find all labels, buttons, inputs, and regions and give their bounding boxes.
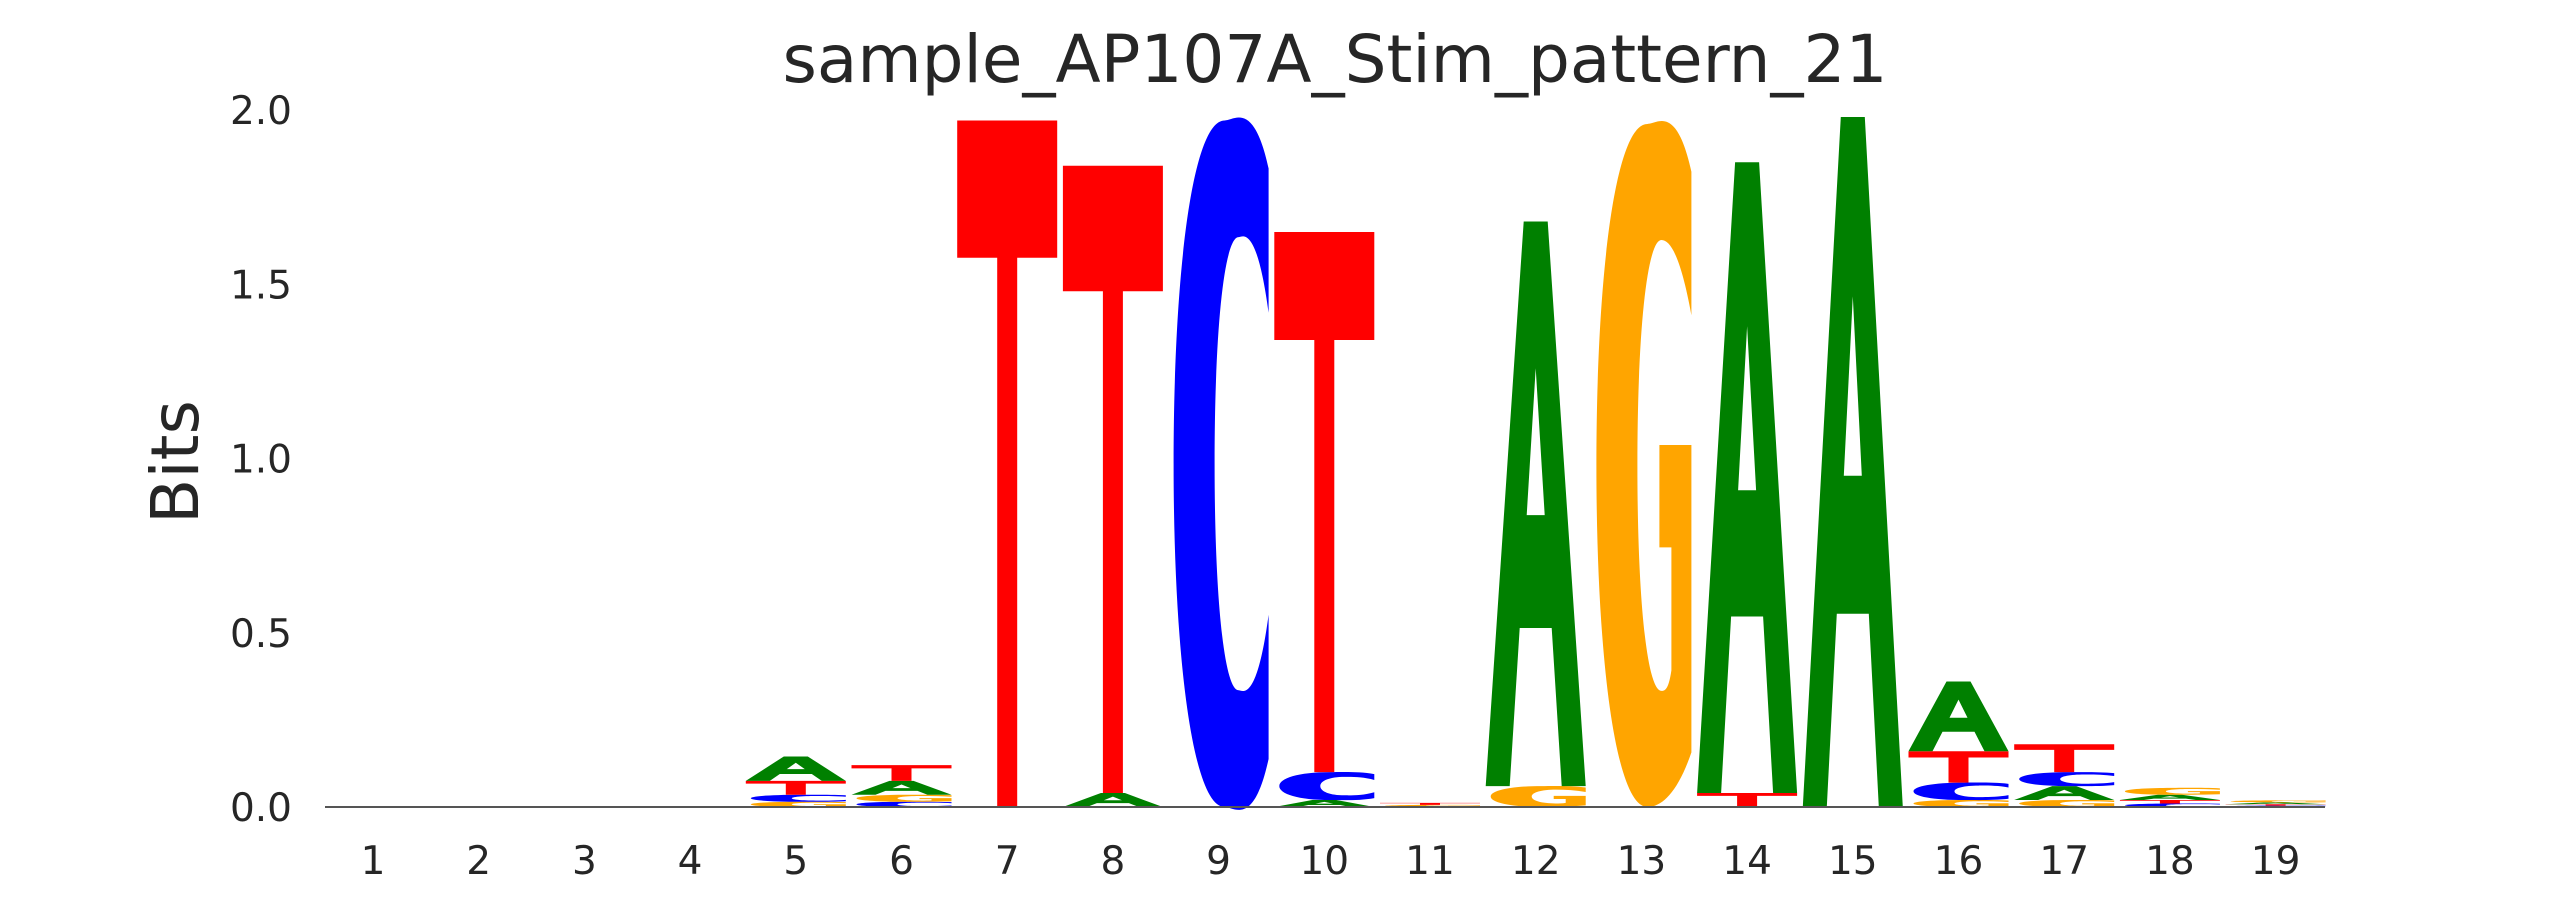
logo-letter-t: [1380, 802, 1480, 805]
logo-letter-a: [1485, 221, 1586, 787]
x-tick-label: 13: [1617, 839, 1667, 884]
logo-letter-a: [745, 756, 846, 781]
logo-letter-t: [1908, 751, 2009, 783]
x-axis-ticks: 1 2 3 4 5 6 7 8 9 10 11 12 13 14 15 16 17 18 19: [361, 839, 2301, 884]
logo-letter-a: [1274, 800, 1375, 807]
logo-letter-c: [856, 801, 952, 808]
x-tick-label: 14: [1722, 839, 1772, 884]
y-axis-ticks: 0.0 0.5 1.0 1.5 2.0: [230, 89, 292, 831]
logo-letter-a: [2119, 794, 2220, 801]
x-tick-label: 9: [1206, 839, 1231, 884]
logo-letter-a: [1908, 681, 2009, 752]
x-tick-label: 6: [889, 839, 914, 884]
x-tick-label: 18: [2145, 839, 2195, 884]
x-tick-label: 4: [678, 839, 703, 884]
logo-letter-g: [750, 801, 846, 807]
logo-letter-g: [2230, 800, 2326, 803]
logo-letter-g: [2124, 787, 2220, 795]
logo-letter-a: [851, 780, 952, 795]
x-tick-label: 15: [1828, 839, 1878, 884]
logo-letter-a: [2014, 786, 2115, 801]
chart-title: sample_AP107A_Stim_pattern_21: [783, 21, 1888, 98]
x-tick-label: 1: [361, 839, 386, 884]
logo-letter-g: [856, 794, 952, 802]
y-tick-label: 1.5: [230, 263, 292, 308]
x-tick-label: 5: [783, 839, 808, 884]
x-tick-label: 3: [572, 839, 597, 884]
logo-letter-c: [1173, 117, 1269, 810]
logo-letter-t: [851, 765, 952, 781]
x-tick-label: 16: [1934, 839, 1984, 884]
logo-letter-g: [1913, 800, 2009, 807]
logo-letter-t: [1697, 793, 1798, 807]
x-tick-label: 19: [2251, 839, 2301, 884]
logo-letter-a: [1697, 162, 1798, 794]
logo-letter-g: [1490, 786, 1586, 807]
y-tick-label: 2.0: [230, 89, 292, 134]
logo-letter-t: [1274, 231, 1375, 773]
logo-letter-t: [1062, 165, 1163, 794]
logo-letter-c: [1913, 782, 2009, 801]
logo-letter-t: [2225, 804, 2326, 806]
x-tick-label: 7: [995, 839, 1020, 884]
logo-letters: [745, 116, 2326, 810]
logo-letter-g: [2019, 800, 2115, 807]
logo-letter-a: [1062, 793, 1163, 807]
logo-letter-t: [957, 120, 1058, 807]
logo-letter-c: [2019, 772, 2115, 787]
logo-letter-t: [2119, 800, 2220, 804]
y-tick-label: 0.0: [230, 786, 292, 831]
y-tick-label: 0.5: [230, 612, 292, 657]
x-tick-label: 8: [1100, 839, 1125, 884]
y-axis-label: Bits: [137, 400, 214, 524]
y-tick-label: 1.0: [230, 438, 292, 483]
logo-letter-a: [1802, 116, 1903, 808]
x-tick-label: 11: [1405, 839, 1455, 884]
x-tick-label: 17: [2039, 839, 2089, 884]
logo-letter-c: [1279, 772, 1375, 801]
x-tick-label: 2: [466, 839, 491, 884]
logo-letter-a: [2225, 802, 2326, 805]
logo-letter-t: [745, 780, 846, 795]
x-tick-label: 10: [1299, 839, 1349, 884]
logo-letter-c: [750, 794, 846, 802]
x-tick-label: 12: [1511, 839, 1561, 884]
logo-letter-t: [2014, 744, 2115, 773]
logo-letter-g: [1596, 121, 1692, 807]
